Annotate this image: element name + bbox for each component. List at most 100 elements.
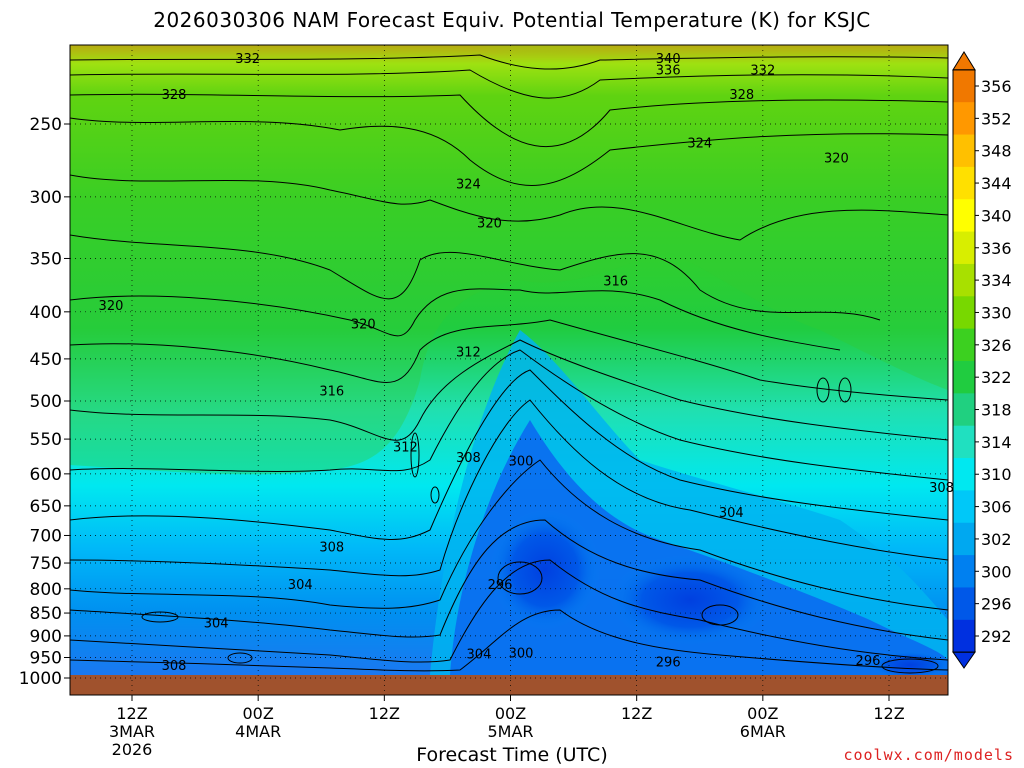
colorbar-swatch — [953, 199, 975, 233]
credit-link[interactable]: coolwx.com/models — [843, 746, 1014, 764]
contour-cells — [141, 377, 939, 674]
cold-core-blob-2 — [610, 555, 770, 645]
x-tick-label: 6MAR — [740, 722, 786, 741]
contour-label: 296 — [856, 654, 881, 669]
colorbar-top-arrow — [952, 51, 976, 71]
contour-label: 332 — [235, 52, 260, 67]
x-tick-label: 12Z — [873, 704, 904, 723]
contour-label: 296 — [656, 656, 681, 671]
colorbar-swatch — [953, 425, 975, 459]
colorbar-label: 340 — [981, 206, 1012, 225]
colorbar-label: 296 — [981, 595, 1012, 614]
colorbar-swatch — [953, 522, 975, 556]
contour-label: 324 — [456, 177, 481, 192]
colorbar-swatch — [953, 393, 975, 427]
y-tick-label: 600 — [30, 465, 62, 485]
ground-band — [70, 675, 948, 695]
colorbar-label: 300 — [981, 562, 1012, 581]
contour-label: 320 — [477, 217, 502, 232]
colorbar-swatch — [953, 263, 975, 297]
y-axis: 250 300 350 400 450 500 550 600 650 700 750 800 850 9… — [19, 115, 70, 689]
contour-label: 332 — [750, 63, 775, 78]
contour-label: 320 — [351, 318, 376, 333]
colorbar-swatch — [953, 490, 975, 524]
colorbar-label: 292 — [981, 627, 1012, 646]
contour-label: 304 — [204, 616, 229, 631]
contour-label: 300 — [509, 646, 534, 661]
colorbar-swatch — [953, 458, 975, 491]
contour-label: 336 — [656, 63, 681, 78]
y-tick-label: 400 — [30, 303, 62, 323]
y-tick-label: 250 — [30, 115, 62, 135]
colorbar-swatch — [953, 361, 975, 394]
y-tick-label: 350 — [30, 249, 62, 269]
plot-frame — [69, 44, 949, 696]
y-tick-label: 1000 — [19, 669, 62, 689]
colorbar-frame — [952, 69, 976, 653]
colorbar-label: 326 — [981, 336, 1012, 355]
x-tick-label: 2026 — [112, 740, 153, 759]
y-tick-label: 900 — [30, 627, 62, 647]
contour-label: 296 — [488, 578, 513, 593]
colorbar-swatch — [953, 69, 975, 103]
y-tick-label: 650 — [30, 497, 62, 517]
contour-label: 304 — [467, 647, 492, 662]
x-tick-label: 00Z — [747, 704, 778, 723]
green-band-boundary — [70, 45, 948, 475]
x-axis-title: Forecast Time (UTC) — [416, 744, 608, 766]
contour-label: 308 — [456, 451, 481, 466]
colorbar-swatch — [953, 134, 975, 168]
contour-label: 328 — [162, 88, 187, 103]
colorbar-label: 344 — [981, 174, 1012, 193]
colorbar-label: 314 — [981, 433, 1012, 452]
colorbar-swatch — [953, 102, 975, 136]
colorbar-swatch — [953, 555, 975, 588]
x-tick-label: 12Z — [369, 704, 400, 723]
y-tick-label: 750 — [30, 554, 62, 574]
contour-label: 324 — [687, 137, 712, 152]
y-tick-label: 500 — [30, 392, 62, 412]
colorbar-label: 352 — [981, 109, 1012, 128]
chart-title: 2026030306 NAM Forecast Equiv. Potential… — [153, 8, 871, 32]
y-tick-label: 950 — [30, 649, 62, 669]
contour-label: 320 — [824, 152, 849, 167]
y-tick-label: 800 — [30, 580, 62, 600]
colorbar-label: 330 — [981, 303, 1012, 322]
x-tick-label: 3MAR — [109, 722, 155, 741]
colorbar-label: 356 — [981, 77, 1012, 96]
colorbar-label: 348 — [981, 142, 1012, 161]
colorbar-label: 334 — [981, 271, 1012, 290]
colorbar-label: 310 — [981, 465, 1012, 484]
colorbar-swatch — [953, 587, 975, 621]
gridlines — [70, 45, 948, 695]
colorbar-label: 336 — [981, 239, 1012, 258]
x-tick-label: 12Z — [621, 704, 652, 723]
contour-label: 340 — [656, 52, 681, 67]
contour-label: 304 — [719, 506, 744, 521]
colorbar-bottom-arrow — [952, 651, 976, 669]
contour-label: 316 — [319, 384, 344, 399]
x-tick-label: 12Z — [116, 704, 147, 723]
cold-core-blob-1 — [490, 510, 600, 630]
colorbar-swatch — [953, 328, 975, 362]
contour-label: 304 — [288, 578, 313, 593]
colorbar-label: 322 — [981, 368, 1012, 387]
contour-label: 320 — [99, 299, 124, 314]
colorbar-label: 306 — [981, 498, 1012, 517]
colorbar-label: 318 — [981, 401, 1012, 420]
colorbar-swatch — [953, 166, 975, 200]
x-tick-label: 00Z — [495, 704, 526, 723]
colorbar-swatch — [953, 296, 975, 330]
field-layer — [70, 45, 948, 675]
y-tick-label: 850 — [30, 604, 62, 624]
x-tick-label: 00Z — [243, 704, 274, 723]
contour-label: 308 — [162, 659, 187, 674]
x-tick-label: 5MAR — [487, 722, 533, 741]
y-tick-label: 700 — [30, 526, 62, 546]
contour-label: 312 — [393, 440, 418, 455]
contour-lines — [70, 54, 948, 672]
y-tick-label: 300 — [30, 188, 62, 208]
